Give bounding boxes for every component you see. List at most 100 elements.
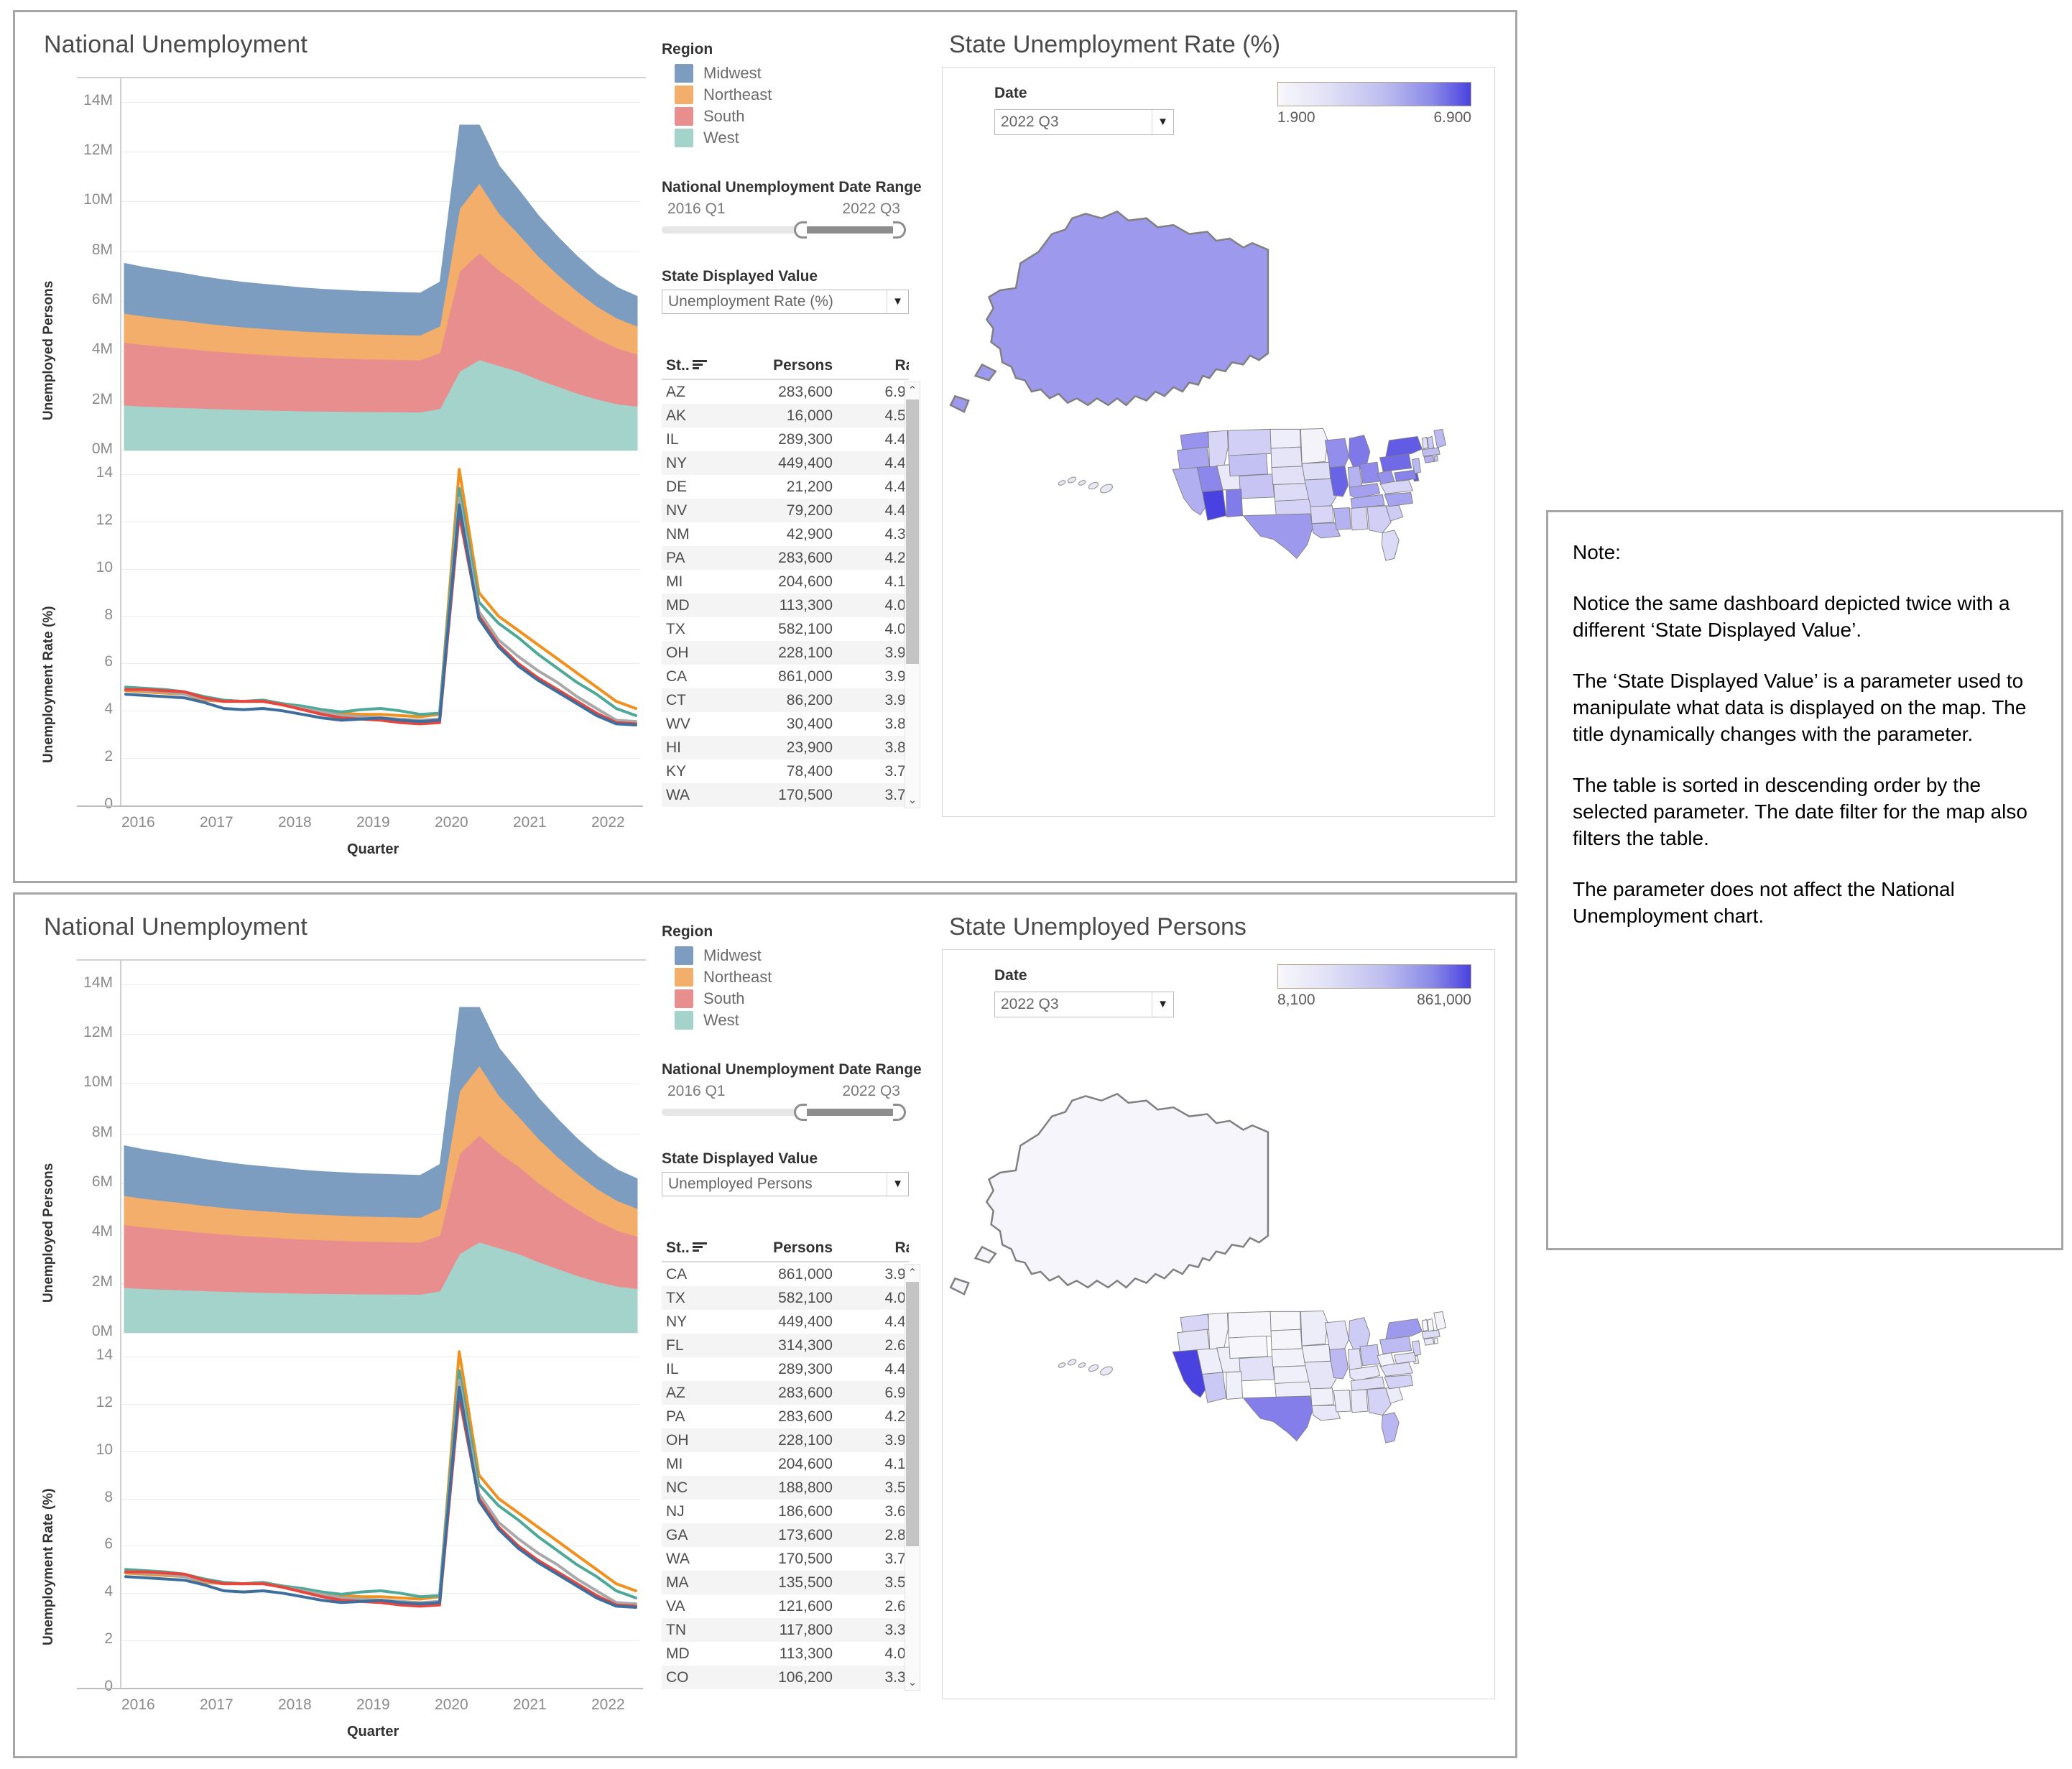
map-state-la[interactable]	[1311, 522, 1341, 539]
table-row[interactable]: PA 283,600 4.20%	[662, 546, 909, 570]
map-state-mn[interactable]	[1300, 428, 1328, 464]
map-state-id[interactable]	[1208, 430, 1229, 468]
table-row[interactable]: GA 173,600 2.80%	[662, 1523, 909, 1547]
date-range-slider-left-handle[interactable]	[793, 1104, 807, 1121]
map-state-ri[interactable]	[1433, 455, 1438, 462]
table-row[interactable]: IL 289,300 4.47%	[662, 428, 909, 451]
map-state-il[interactable]	[1329, 466, 1349, 497]
chevron-down-icon[interactable]: ▼	[1152, 110, 1173, 134]
map-state-vt[interactable]	[1421, 436, 1429, 450]
map-state-ne[interactable]	[1271, 1348, 1308, 1367]
us-states-map[interactable]	[1158, 427, 1481, 599]
map-state-tn[interactable]	[1350, 494, 1385, 509]
table-header-state[interactable]: St..	[662, 1238, 739, 1262]
table-row[interactable]: CA 861,000 3.93%	[662, 665, 909, 688]
map-state-ia[interactable]	[1301, 1344, 1331, 1363]
map-state-nj[interactable]	[1412, 1340, 1422, 1357]
table-row[interactable]: WA 170,500 3.70%	[662, 1547, 909, 1571]
map-state-ky[interactable]	[1349, 483, 1381, 499]
table-row[interactable]: KY 78,400 3.77%	[662, 759, 909, 783]
table-row[interactable]: AZ 283,600 6.90%	[662, 1381, 909, 1405]
map-state-me[interactable]	[1433, 1311, 1446, 1331]
map-state-vt[interactable]	[1421, 1318, 1429, 1332]
map-state-or[interactable]	[1177, 446, 1211, 470]
table-row[interactable]: DE 21,200 4.40%	[662, 475, 909, 499]
date-filter-select[interactable]: 2022 Q3 ▼	[994, 109, 1174, 135]
map-state-ga[interactable]	[1366, 1387, 1392, 1416]
map-state-ri[interactable]	[1433, 1337, 1438, 1344]
map-state-ct[interactable]	[1423, 455, 1435, 463]
table-row[interactable]: TN 117,800 3.37%	[662, 1618, 909, 1642]
map-state-ga[interactable]	[1366, 505, 1392, 534]
table-row[interactable]: NY 449,400 4.43%	[662, 1310, 909, 1334]
map-state-ny[interactable]	[1385, 1318, 1423, 1340]
table-row[interactable]: MD 113,300 4.07%	[662, 593, 909, 617]
table-row[interactable]: OH 228,100 3.97%	[662, 641, 909, 665]
legend-item-west[interactable]: West	[675, 1010, 935, 1031]
state-displayed-value-select[interactable]: Unemployed Persons ▼	[662, 1172, 909, 1196]
map-state-me[interactable]	[1433, 428, 1446, 448]
table-row[interactable]: NV 79,200 4.40%	[662, 499, 909, 522]
table-row[interactable]: VA 121,600 2.63%	[662, 1594, 909, 1618]
state-displayed-value-select[interactable]: Unemployment Rate (%) ▼	[662, 290, 909, 314]
map-state-az[interactable]	[1201, 489, 1227, 521]
table-row[interactable]: AK 16,000 4.50%	[662, 404, 909, 428]
legend-item-south[interactable]: South	[675, 106, 935, 127]
map-state-nm[interactable]	[1226, 1371, 1244, 1400]
map-state-ky[interactable]	[1349, 1365, 1381, 1382]
table-row[interactable]: NC 188,800 3.50%	[662, 1476, 909, 1500]
date-range-slider-left-handle[interactable]	[793, 221, 807, 239]
legend-item-midwest[interactable]: Midwest	[675, 63, 935, 84]
table-row[interactable]: OH 228,100 3.97%	[662, 1428, 909, 1452]
scroll-down-arrow-icon[interactable]: ⌄	[907, 1676, 917, 1689]
table-row[interactable]: TX 582,100 4.03%	[662, 617, 909, 641]
map-state-ms[interactable]	[1333, 1390, 1351, 1413]
map-state-ma[interactable]	[1421, 447, 1440, 457]
map-state-wv[interactable]	[1377, 469, 1395, 485]
map-state-id[interactable]	[1208, 1312, 1229, 1350]
map-state-sd[interactable]	[1270, 1329, 1303, 1351]
table-row[interactable]: WV 30,400 3.87%	[662, 712, 909, 736]
map-state-ne[interactable]	[1271, 466, 1308, 485]
map-state-pa[interactable]	[1379, 453, 1412, 472]
scroll-up-arrow-icon[interactable]: ⌃	[907, 1267, 917, 1279]
map-state-ms[interactable]	[1333, 507, 1351, 530]
map-state-nc[interactable]	[1384, 1375, 1414, 1390]
map-state-al[interactable]	[1350, 507, 1369, 531]
map-state-al[interactable]	[1350, 1389, 1369, 1413]
table-row[interactable]: IL 289,300 4.47%	[662, 1357, 909, 1381]
map-state-nd[interactable]	[1269, 1311, 1301, 1331]
map-state-hi[interactable]	[1058, 1352, 1122, 1381]
map-state-co[interactable]	[1239, 1356, 1275, 1382]
map-state-ks[interactable]	[1273, 1365, 1310, 1384]
legend-item-south[interactable]: South	[675, 988, 935, 1010]
date-range-slider-track[interactable]	[662, 1104, 906, 1121]
map-state-az[interactable]	[1201, 1372, 1227, 1403]
legend-item-northeast[interactable]: Northeast	[675, 84, 935, 106]
map-state-nh[interactable]	[1427, 435, 1435, 450]
map-state-ct[interactable]	[1423, 1337, 1435, 1346]
date-range-slider-track[interactable]	[662, 221, 906, 239]
map-state-ks[interactable]	[1273, 483, 1310, 502]
map-state-oh[interactable]	[1359, 1344, 1381, 1367]
map-state-in[interactable]	[1348, 1348, 1363, 1370]
map-state-tx[interactable]	[1242, 513, 1314, 560]
chevron-down-icon[interactable]: ▼	[887, 1173, 908, 1196]
map-state-ny[interactable]	[1385, 435, 1423, 458]
map-state-ok[interactable]	[1275, 499, 1314, 517]
table-row[interactable]: MI 204,600 4.13%	[662, 1452, 909, 1476]
table-row[interactable]: HI 23,900 3.83%	[662, 736, 909, 759]
map-state-ok[interactable]	[1275, 1381, 1314, 1399]
date-range-slider-right-handle[interactable]	[893, 1104, 906, 1121]
legend-item-midwest[interactable]: Midwest	[675, 945, 935, 966]
sort-descending-icon[interactable]	[692, 1241, 708, 1254]
map-state-nm[interactable]	[1226, 489, 1244, 518]
scroll-up-arrow-icon[interactable]: ⌃	[907, 384, 917, 397]
table-header-persons[interactable]: Persons	[739, 1238, 837, 1262]
table-header-rate[interactable]: Rate	[837, 1238, 909, 1262]
date-filter-select[interactable]: 2022 Q3 ▼	[994, 992, 1174, 1017]
map-state-wy[interactable]	[1228, 453, 1268, 477]
map-state-nh[interactable]	[1427, 1318, 1435, 1332]
